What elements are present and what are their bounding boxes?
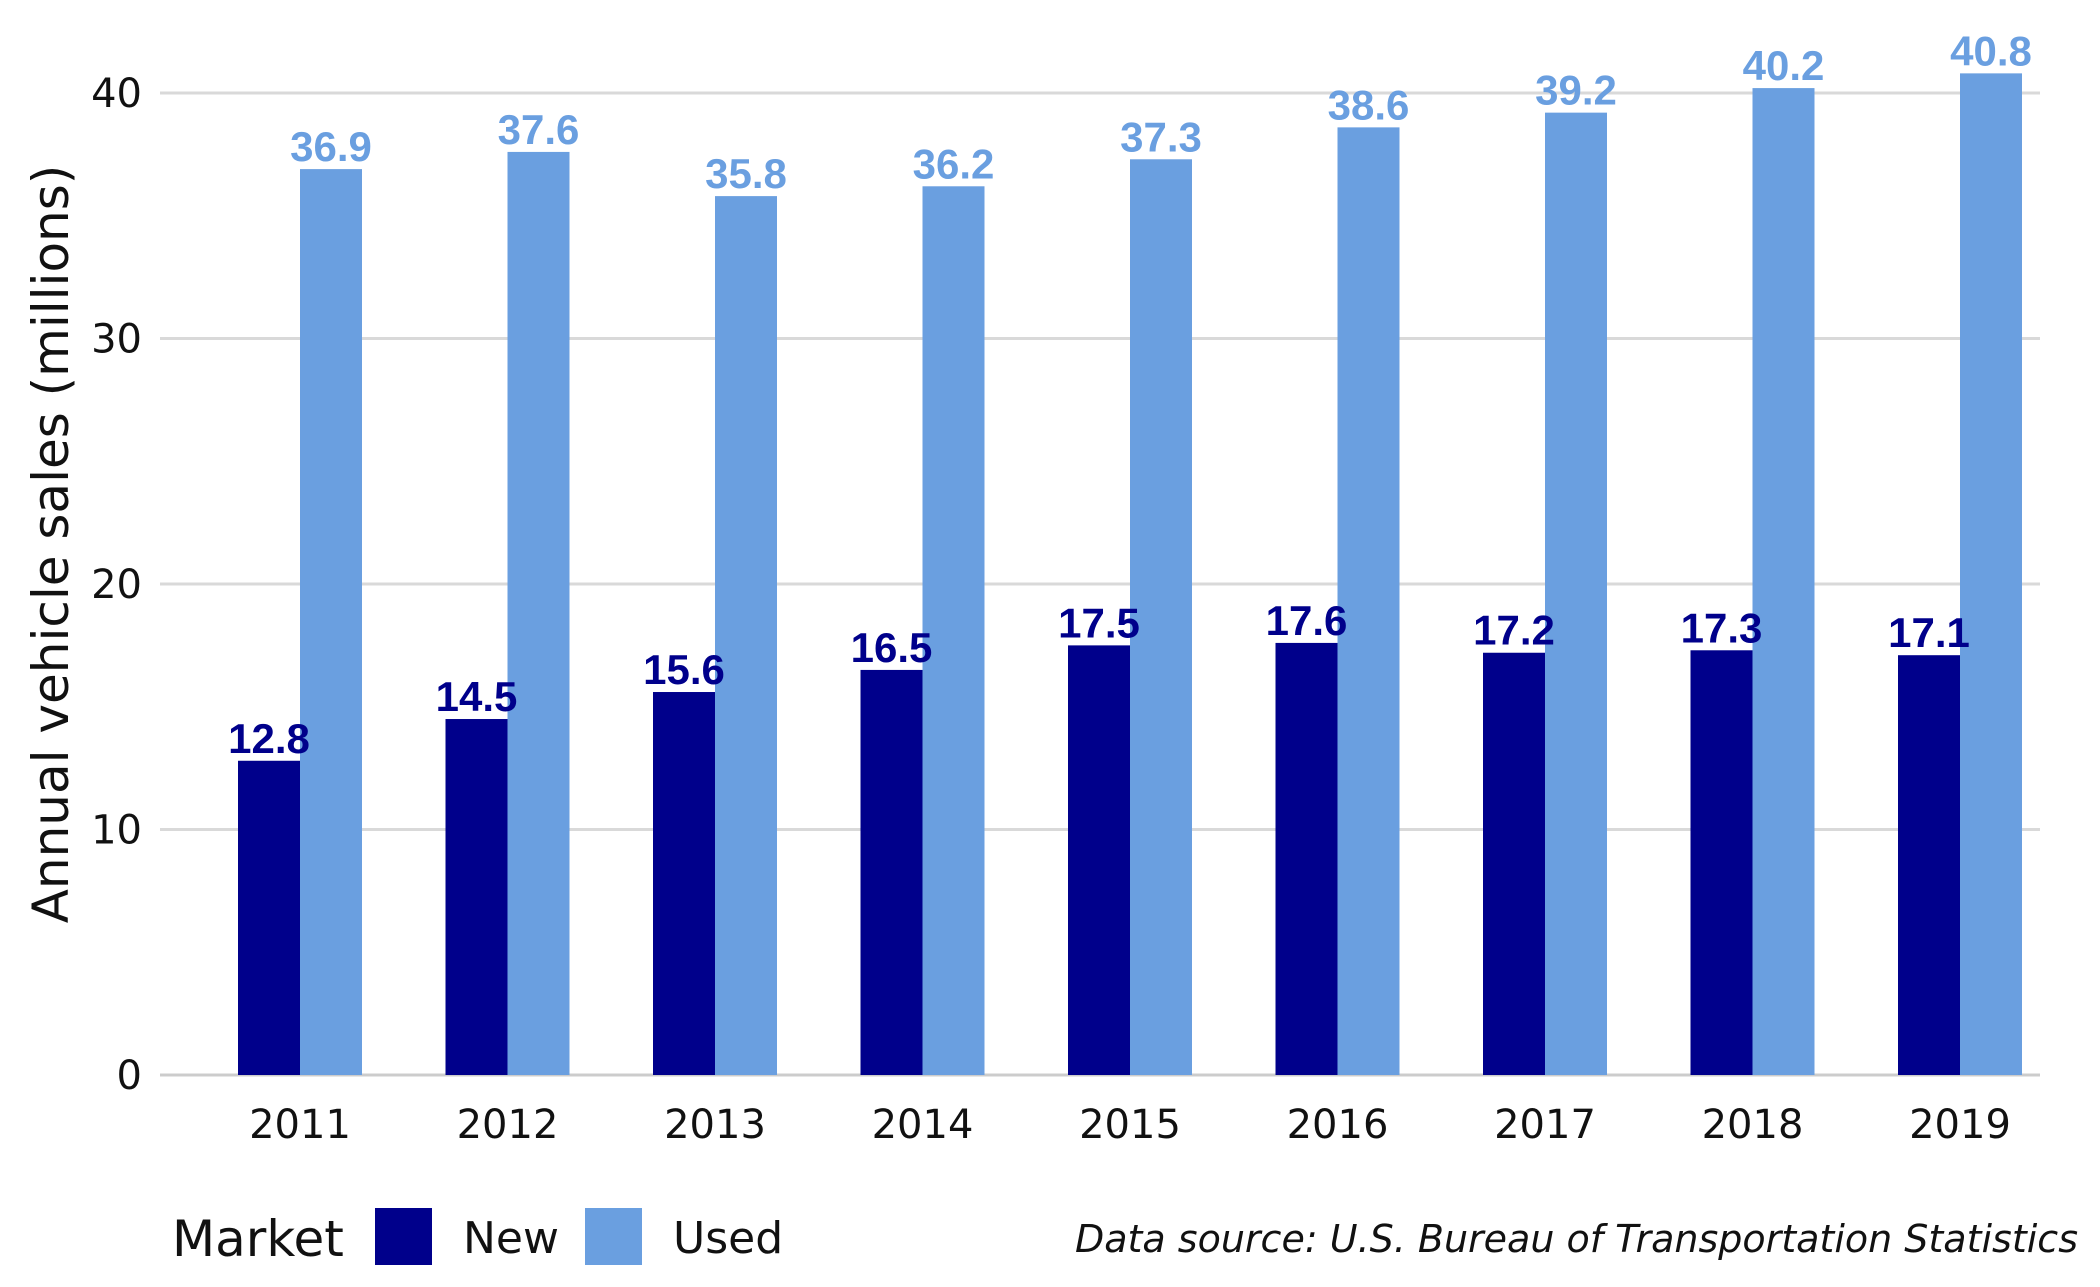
bar-used-2018 <box>1752 88 1815 1076</box>
x-tick-label: 2015 <box>1079 1102 1181 1148</box>
data-source-caption: Data source: U.S. Bureau of Transportati… <box>1075 1217 2078 1261</box>
data-label-new-2015: 17.5 <box>1058 599 1140 646</box>
data-label-new-2011: 12.8 <box>228 715 310 762</box>
data-label-used-2018: 40.2 <box>1743 42 1825 89</box>
legend-title: Market <box>172 1210 344 1268</box>
bar-used-2013 <box>715 196 777 1076</box>
data-label-used-2013: 35.8 <box>705 150 787 197</box>
data-label-used-2017: 39.2 <box>1535 67 1617 114</box>
x-tick-label: 2016 <box>1287 1102 1389 1148</box>
bar-new-2016 <box>1275 642 1338 1075</box>
bar-new-2013 <box>653 692 715 1075</box>
bar-used-2017 <box>1545 112 1607 1075</box>
legend-label-new: New <box>463 1213 559 1264</box>
data-label-new-2016: 17.6 <box>1266 597 1348 644</box>
x-tick-label: 2013 <box>664 1102 766 1148</box>
x-tick-label: 2019 <box>1909 1102 2011 1148</box>
y-tick-label: 20 <box>91 562 142 608</box>
data-labels: 12.8 36.9 14.5 37.6 15.6 35.8 16.5 36.2 17.5 37.3… <box>228 27 2032 761</box>
x-tick-label: 2011 <box>249 1102 351 1148</box>
y-tick-label: 10 <box>91 808 142 854</box>
bar-used-2019 <box>1960 73 2022 1076</box>
bar-new-2014 <box>860 669 923 1075</box>
bar-new-2018 <box>1690 650 1753 1075</box>
data-label-new-2013: 15.6 <box>643 646 725 693</box>
y-tick-label: 40 <box>91 71 142 117</box>
bar-used-2015 <box>1130 159 1192 1075</box>
legend-key-used <box>585 1208 642 1265</box>
data-label-new-2014: 16.5 <box>851 624 933 671</box>
bar-new-2012 <box>445 719 508 1075</box>
bars <box>238 73 2022 1076</box>
bar-used-2011 <box>300 169 362 1076</box>
x-axis-ticks: 2011 2012 2013 2014 2015 2016 2017 2018 2019 <box>249 1102 2011 1148</box>
y-axis-title: Annual vehicle sales (millions) <box>22 165 80 924</box>
bar-new-2015 <box>1068 645 1130 1075</box>
data-label-used-2019: 40.8 <box>1950 27 2032 74</box>
data-label-used-2011: 36.9 <box>290 123 372 170</box>
bar-used-2014 <box>922 186 985 1076</box>
data-label-used-2014: 36.2 <box>913 140 995 187</box>
data-label-used-2012: 37.6 <box>498 106 580 153</box>
x-tick-label: 2012 <box>457 1102 559 1148</box>
x-tick-label: 2017 <box>1494 1102 1596 1148</box>
data-label-new-2019: 17.1 <box>1888 609 1970 656</box>
legend-items: New Used <box>375 1208 783 1265</box>
bar-new-2011 <box>238 760 300 1075</box>
legend-key-new <box>375 1208 432 1265</box>
bar-used-2012 <box>507 151 570 1076</box>
data-label-new-2017: 17.2 <box>1473 607 1555 654</box>
data-label-used-2015: 37.3 <box>1120 113 1202 160</box>
y-tick-label: 0 <box>117 1053 142 1099</box>
y-axis-ticks: 0 10 20 30 40 <box>91 71 142 1099</box>
legend-label-used: Used <box>673 1213 783 1264</box>
bar-used-2016 <box>1337 127 1400 1076</box>
data-label-new-2012: 14.5 <box>436 673 518 720</box>
data-label-used-2016: 38.6 <box>1328 81 1410 128</box>
bar-new-2019 <box>1898 655 1960 1075</box>
x-tick-label: 2014 <box>872 1102 974 1148</box>
x-tick-label: 2018 <box>1702 1102 1804 1148</box>
y-tick-label: 30 <box>91 317 142 363</box>
bar-new-2017 <box>1483 652 1545 1075</box>
data-label-new-2018: 17.3 <box>1681 604 1763 651</box>
legend: Market New Used <box>172 1208 783 1268</box>
